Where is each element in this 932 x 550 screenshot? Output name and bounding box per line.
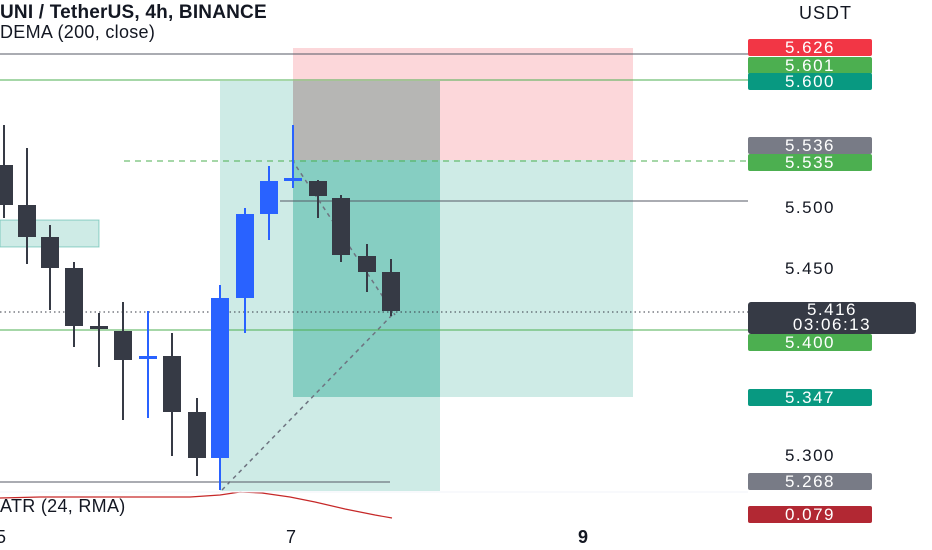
price-tag-5400[interactable]: 5.400: [748, 334, 872, 351]
candle-body[interactable]: [65, 268, 83, 326]
price-tag-5536[interactable]: 5.536: [748, 137, 872, 154]
currency-label[interactable]: USDT: [799, 3, 852, 23]
price-tag-5268[interactable]: 5.268: [748, 473, 872, 490]
candle-body[interactable]: [309, 181, 327, 196]
candle-body[interactable]: [188, 412, 206, 458]
time-label-5: 5: [0, 527, 7, 547]
candle-body[interactable]: [211, 298, 229, 458]
candle-body[interactable]: [0, 165, 13, 205]
atr-legend[interactable]: ATR (24, RMA): [0, 496, 126, 516]
price-level-5500: 5.500: [784, 198, 836, 217]
candle-body[interactable]: [18, 205, 36, 237]
symbol-title[interactable]: UNI / TetherUS, 4h, BINANCE: [0, 2, 267, 23]
overlap-zone-top: [293, 81, 440, 160]
candle-body[interactable]: [90, 326, 108, 329]
candle-body[interactable]: [260, 181, 278, 214]
short-position-loss-zone[interactable]: [293, 48, 633, 160]
candle-body[interactable]: [114, 331, 132, 360]
candle-body[interactable]: [358, 256, 376, 272]
last-price-tag[interactable]: 5.416 03:06:13: [748, 300, 916, 334]
candle-body[interactable]: [382, 272, 400, 311]
price-tag-5626[interactable]: 5.626: [748, 39, 872, 56]
candle-body[interactable]: [139, 356, 157, 359]
candle-body[interactable]: [332, 198, 350, 255]
price-tag-5600[interactable]: 5.600: [748, 73, 872, 90]
indicator-legend[interactable]: DEMA (200, close): [0, 22, 156, 42]
candle-body[interactable]: [284, 178, 302, 181]
candle-body[interactable]: [236, 214, 254, 298]
price-level-5300: 5.300: [784, 446, 836, 465]
atr-value-tag[interactable]: 0.079: [748, 506, 872, 523]
time-label-7: 7: [286, 527, 297, 547]
projection-line-down[interactable]: [291, 159, 396, 316]
candles-group: [0, 125, 400, 490]
projection-line-up[interactable]: [221, 311, 396, 491]
price-tag-5535[interactable]: 5.535: [748, 154, 872, 171]
last-price-value: 5.416: [806, 300, 858, 319]
price-tag-5601[interactable]: 5.601: [748, 57, 872, 74]
candle-body[interactable]: [163, 356, 181, 412]
time-label-9: 9: [578, 527, 589, 547]
long-position-profit-zone[interactable]: [220, 81, 440, 491]
bar-countdown: 03:06:13: [792, 315, 872, 334]
candle-body[interactable]: [41, 237, 59, 268]
price-level-5450: 5.450: [784, 259, 836, 278]
price-tag-5347[interactable]: 5.347: [748, 389, 872, 406]
